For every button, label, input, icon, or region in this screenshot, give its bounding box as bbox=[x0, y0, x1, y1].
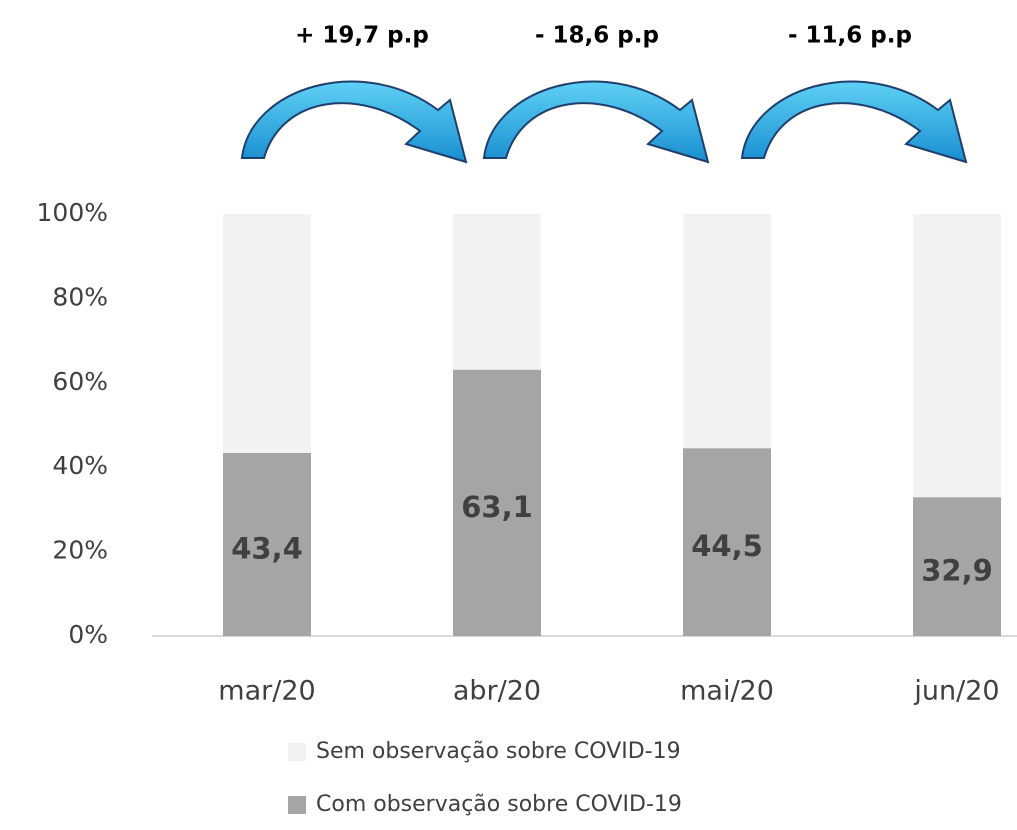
annotation: - 11,6 p.p bbox=[788, 23, 912, 49]
arrow bbox=[741, 80, 967, 163]
y-tick-label: 100% bbox=[37, 198, 108, 227]
bar-segment bbox=[913, 214, 1001, 498]
legend-label: Sem observação sobre COVID-19 bbox=[316, 739, 681, 764]
y-tick-label: 40% bbox=[52, 451, 108, 480]
data-label: 32,9 bbox=[921, 554, 993, 588]
x-tick-label: mai/20 bbox=[680, 676, 774, 707]
bar-segment bbox=[913, 497, 1001, 636]
x-tick-label: mar/20 bbox=[218, 676, 315, 707]
x-tick-label: abr/20 bbox=[453, 676, 541, 707]
legend-swatch bbox=[288, 796, 306, 814]
bar-segment bbox=[453, 369, 541, 636]
y-tick-label: 60% bbox=[52, 367, 108, 396]
y-tick-label: 0% bbox=[68, 620, 108, 649]
annotation: + 19,7 p.p bbox=[295, 23, 429, 49]
bar-segment bbox=[223, 214, 311, 453]
y-tick-label: 20% bbox=[52, 536, 108, 565]
legend-label: Com observação sobre COVID-19 bbox=[316, 792, 682, 817]
y-tick-label: 80% bbox=[52, 282, 108, 311]
arrow bbox=[483, 80, 709, 163]
bar-segment bbox=[453, 214, 541, 370]
annotation: - 18,6 p.p bbox=[535, 23, 659, 49]
data-label: 43,4 bbox=[231, 531, 303, 565]
bar-segment bbox=[223, 452, 311, 636]
legend-swatch bbox=[288, 743, 306, 761]
x-tick-label: jun/20 bbox=[913, 676, 999, 707]
arrow bbox=[241, 80, 467, 163]
data-label: 44,5 bbox=[691, 529, 763, 563]
data-label: 63,1 bbox=[461, 490, 533, 524]
bar-segment bbox=[683, 214, 771, 449]
bar-segment bbox=[683, 448, 771, 636]
